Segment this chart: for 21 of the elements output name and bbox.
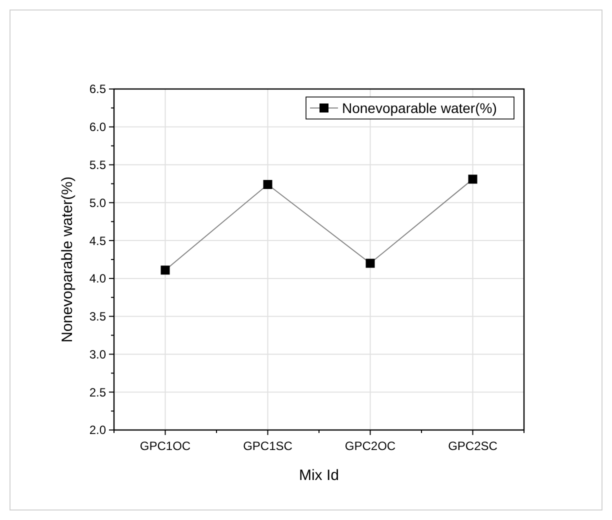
point [468, 174, 478, 184]
x-tick-label: GPC2SC [448, 439, 498, 453]
y-tick-label: 3.5 [89, 310, 106, 324]
x-tick-label: GPC1OC [140, 439, 191, 453]
y-tick-label: 5.0 [89, 196, 106, 210]
x-tick-label: GPC2OC [344, 439, 396, 453]
y-tick-label: 3.0 [89, 347, 106, 362]
point [366, 258, 375, 268]
x-axis-title: Mix Id [298, 467, 340, 484]
legend-label: Nonevoparable water(%) [342, 100, 497, 116]
y-tick-label: 6.5 [89, 82, 106, 96]
y-tick-label: 4.5 [89, 234, 106, 248]
point [160, 266, 170, 275]
y-tick-label: 6.0 [89, 120, 106, 134]
y-tick-label: 2.5 [89, 385, 106, 400]
y-tick-label: 5.5 [89, 158, 106, 172]
x-tick-label: GPC1SC [243, 439, 293, 453]
y-tick-label: 2.0 [89, 423, 106, 438]
point [263, 180, 272, 189]
y-tick-label: 4.0 [89, 272, 106, 286]
y-axis-title: Nonevoparable water(%) [59, 176, 76, 342]
